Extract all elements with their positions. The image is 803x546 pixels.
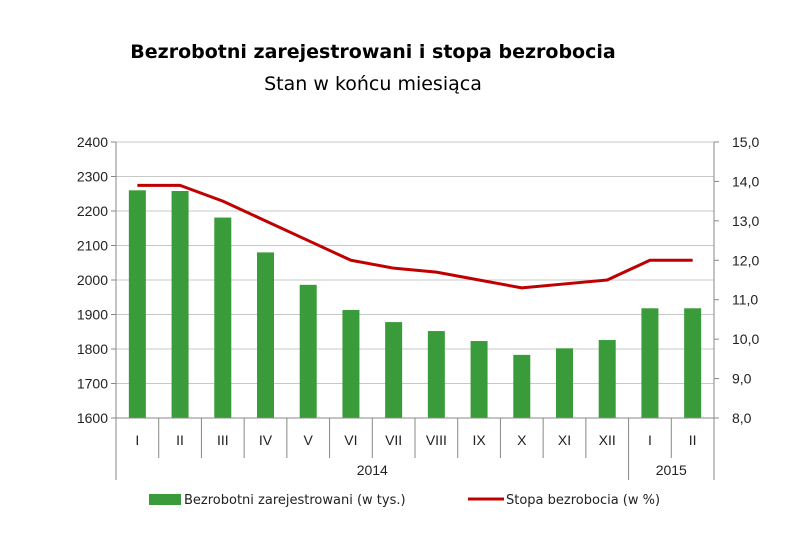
right-tick-label: 9,0: [732, 371, 752, 387]
bar: [342, 310, 360, 418]
category-label: X: [517, 432, 527, 448]
bar: [128, 190, 146, 418]
bar: [470, 341, 488, 418]
category-label: V: [304, 432, 314, 448]
category-label: VIII: [426, 432, 447, 448]
bar: [214, 217, 232, 418]
category-label: I: [648, 432, 652, 448]
bar: [513, 354, 531, 418]
category-label: II: [689, 432, 697, 448]
left-tick-label: 1900: [77, 307, 108, 323]
bar: [299, 284, 317, 418]
bar: [556, 348, 573, 418]
right-tick-label: 15,0: [732, 134, 759, 150]
right-tick-label: 11,0: [732, 292, 758, 308]
category-label: IV: [259, 432, 273, 448]
bar: [257, 252, 274, 418]
category-label: IX: [472, 432, 486, 448]
right-tick-label: 14,0: [732, 173, 759, 189]
right-tick-label: 13,0: [732, 213, 759, 229]
axes: 1600 1700 1800 1900 2000 2100 2200 2300 2400 8,0 9…: [77, 134, 759, 480]
year-label: 2014: [357, 462, 388, 478]
left-tick-label: 1800: [77, 341, 108, 357]
left-tick-label: 2300: [77, 169, 108, 185]
gridlines: [116, 141, 714, 419]
legend-swatch-bar: [149, 494, 181, 505]
legend-label-line: Stopa bezrobocia (w %): [506, 493, 660, 508]
left-tick-label: 2200: [77, 203, 108, 219]
legend: Bezrobotni zarejestrowani (w tys.) Stopa…: [149, 493, 660, 508]
category-label: II: [176, 432, 184, 448]
bar: [171, 190, 189, 418]
category-label: VI: [344, 432, 357, 448]
chart-subtitle: Stan w końcu miesiąca: [264, 73, 482, 95]
bar: [385, 322, 403, 418]
left-tick-label: 2100: [77, 238, 108, 254]
category-label: VII: [385, 432, 402, 448]
bar: [684, 308, 702, 418]
right-tick-label: 8,0: [732, 410, 752, 426]
category-label: XII: [599, 432, 616, 448]
right-tick-label: 12,0: [732, 252, 759, 268]
chart-title: Bezrobotni zarejestrowani i stopa bezrob…: [130, 41, 615, 63]
legend-label-bar: Bezrobotni zarejestrowani (w tys.): [184, 493, 406, 508]
category-label: XI: [558, 432, 571, 448]
category-label: III: [217, 432, 229, 448]
left-tick-label: 1700: [77, 376, 108, 392]
bar-series: [128, 190, 702, 418]
left-tick-label: 2000: [77, 272, 108, 288]
bar: [641, 308, 659, 418]
category-label: I: [135, 432, 139, 448]
bar: [598, 340, 616, 418]
left-tick-label: 1600: [77, 410, 108, 426]
bar: [427, 331, 445, 418]
line-series: [137, 183, 693, 290]
left-tick-label: 2400: [77, 134, 108, 150]
right-tick-label: 10,0: [732, 331, 759, 347]
line-series-path: [137, 183, 693, 290]
year-label: 2015: [656, 462, 687, 478]
